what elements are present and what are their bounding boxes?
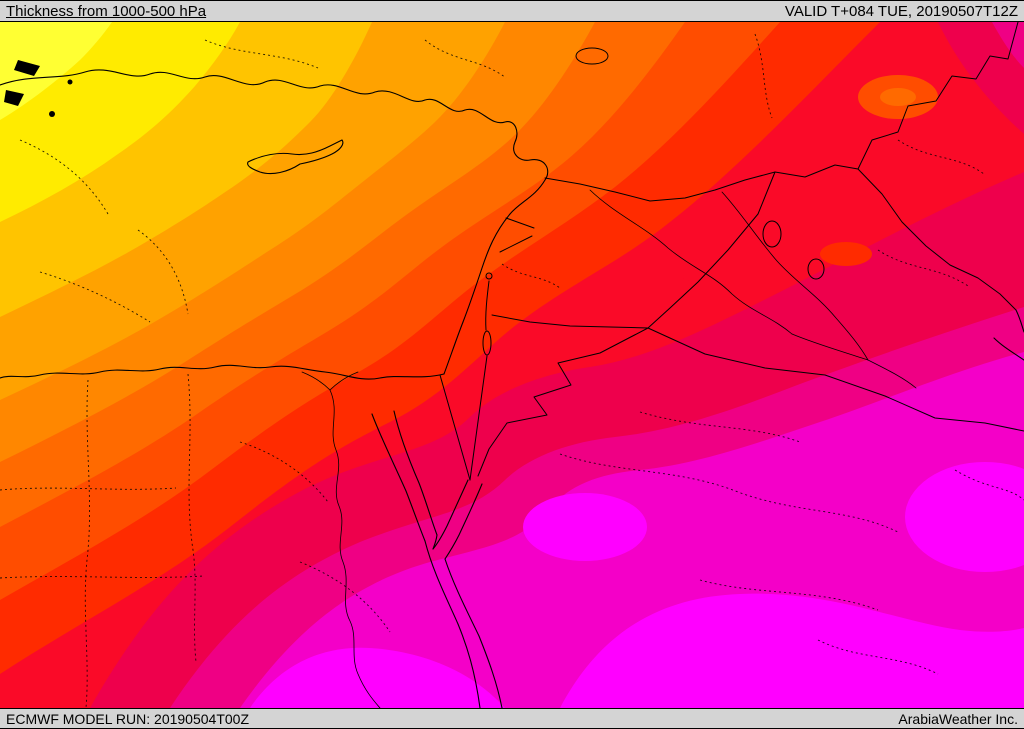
red-sea-coast	[424, 540, 481, 708]
dotted-boundary	[239, 441, 329, 503]
map-title: Thickness from 1000-500 hPa	[6, 2, 207, 20]
dotted-boundary	[699, 579, 879, 611]
contour-patch	[820, 242, 872, 266]
dotted-boundary	[424, 39, 507, 79]
red-sea-coast	[444, 558, 503, 708]
contour-patch	[250, 647, 505, 708]
dotted-boundary	[299, 561, 391, 633]
dotted-boundaries-layer	[0, 33, 1024, 708]
border-path	[505, 217, 535, 229]
border-path	[647, 327, 1024, 432]
shatt-al-arab-river	[791, 333, 917, 389]
persian-gulf-coast	[993, 337, 1024, 361]
thickness-field-layer	[0, 22, 1024, 708]
coastline-layer	[0, 60, 1024, 708]
border-path	[499, 235, 533, 253]
island	[67, 79, 73, 85]
model-run-label: ECMWF MODEL RUN: 20190504T00Z	[6, 710, 249, 727]
contour-band	[0, 22, 112, 120]
thickness-map-svg	[0, 22, 1024, 708]
footer-bar: ECMWF MODEL RUN: 20190504T00Z ArabiaWeat…	[0, 708, 1024, 729]
border-path	[544, 164, 859, 202]
gulf-of-aqaba-coast	[432, 479, 469, 550]
map-canvas	[0, 22, 1024, 708]
tigris-river	[721, 191, 869, 361]
persian-gulf-coast	[1015, 309, 1024, 333]
island	[49, 111, 55, 117]
lake	[807, 258, 825, 280]
gulf-of-suez-coast	[393, 410, 438, 550]
island	[4, 90, 24, 106]
contour-patch	[938, 22, 1024, 134]
contour-patch-layer	[250, 22, 1024, 708]
border-path	[477, 327, 649, 477]
contour-patch	[678, 262, 722, 282]
dotted-boundary	[501, 263, 561, 289]
dotted-boundary	[137, 229, 189, 315]
dotted-boundary	[187, 373, 197, 663]
header-bar: Thickness from 1000-500 hPa VALID T+084 …	[0, 0, 1024, 22]
lake	[575, 47, 609, 65]
dotted-boundary	[897, 139, 985, 175]
dotted-boundary	[559, 453, 899, 533]
dotted-boundary	[639, 411, 801, 443]
lake	[762, 220, 782, 248]
dotted-boundary	[0, 487, 177, 491]
contour-patch	[880, 88, 916, 106]
border-path	[469, 355, 488, 481]
dotted-boundary	[817, 639, 939, 675]
sea-of-galilee	[485, 272, 493, 280]
cyprus-coastline	[247, 139, 344, 175]
border-path	[857, 22, 1019, 170]
gulf-of-suez-coast	[371, 413, 426, 542]
border-path	[647, 171, 776, 329]
contour-patch	[905, 462, 1024, 572]
borders-layer	[439, 22, 1024, 481]
contour-patch	[560, 593, 1024, 708]
border-path	[439, 374, 471, 481]
dead-sea	[482, 330, 492, 356]
border-path	[491, 314, 649, 329]
nile-delta-branch	[301, 371, 331, 391]
rivers-lakes-layer	[301, 47, 917, 708]
credit-label: ArabiaWeather Inc.	[898, 710, 1018, 727]
border-path	[485, 280, 490, 331]
nile-delta-branch	[329, 371, 359, 391]
contour-patch	[523, 493, 647, 561]
gulf-of-aqaba-coast	[444, 483, 483, 560]
euphrates-river	[589, 189, 793, 335]
island	[14, 60, 40, 76]
coastline-path	[0, 69, 549, 380]
nile-river	[329, 389, 381, 708]
valid-time-label: VALID T+084 TUE, 20190507T12Z	[784, 2, 1018, 20]
border-path	[857, 168, 1017, 311]
dotted-boundary	[877, 249, 969, 287]
dotted-boundary	[84, 379, 91, 708]
contour-patch	[992, 22, 1024, 68]
